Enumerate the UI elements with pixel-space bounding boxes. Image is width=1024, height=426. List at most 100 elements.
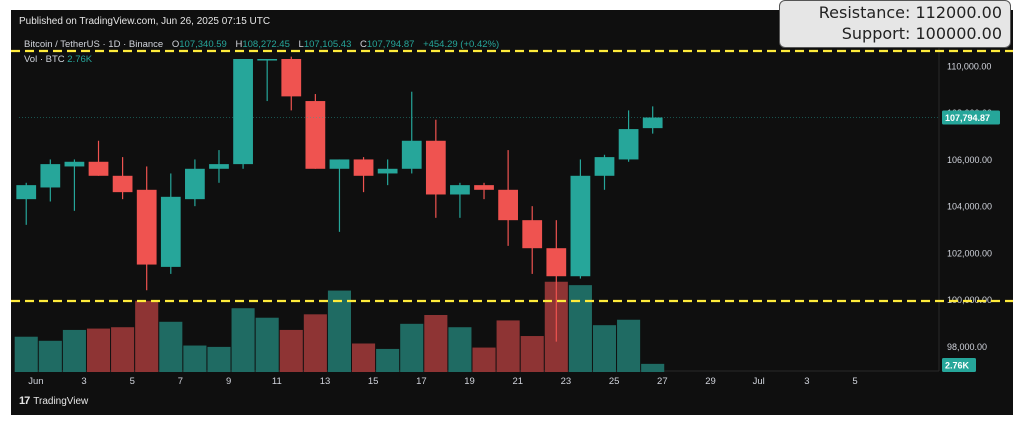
last-volume-tag — [942, 358, 976, 372]
candle-body — [450, 185, 470, 195]
volume-bar — [14, 336, 38, 372]
candle-body — [642, 117, 663, 129]
close-value: 107,794.87 — [366, 39, 415, 50]
candle-body — [353, 159, 374, 176]
price-tick-label: 102,000.00 — [947, 248, 992, 258]
chart-frame: Published on TradingView.com, Jun 26, 20… — [11, 10, 1013, 415]
tradingview-brand: TradingView — [33, 395, 89, 407]
date-tick-label: Jul — [753, 376, 765, 387]
price-tick-label: 110,000.00 — [947, 62, 991, 72]
date-tick-label: 17 — [416, 376, 427, 387]
price-tick-label: 104,000.00 — [947, 202, 992, 212]
tradingview-logo[interactable]: 17 TradingView — [19, 395, 88, 407]
date-tick-label: 25 — [609, 376, 620, 387]
published-note: Published on TradingView.com, Jun 26, 20… — [19, 16, 271, 27]
candle-body — [209, 164, 229, 169]
resistance-text: Resistance: 112000.00 — [818, 3, 1002, 22]
volume-bar — [111, 327, 135, 372]
volume-bar — [592, 325, 617, 372]
date-tick-label: 7 — [178, 376, 183, 387]
candle-body — [474, 185, 494, 190]
date-tick-label: 15 — [368, 376, 379, 387]
volume-bar — [568, 285, 592, 372]
candle-body — [618, 129, 639, 160]
candle-body — [16, 185, 37, 200]
volume-legend: Vol · BTC 2.76K — [24, 54, 92, 65]
volume-bar — [38, 340, 62, 372]
candle-body — [329, 159, 350, 169]
volume-bar — [520, 336, 544, 372]
levels-box: Resistance: 112000.00 Support: 100000.00 — [779, 0, 1011, 48]
last-price-label: 107,794.87 — [945, 113, 990, 123]
volume-label: Vol · BTC — [24, 54, 65, 65]
high-label: H — [235, 39, 243, 50]
date-tick-label: 3 — [804, 376, 809, 387]
volume-bar — [376, 348, 400, 372]
volume-bar — [86, 328, 111, 372]
date-tick-label: 5 — [852, 376, 857, 387]
volume-bar — [641, 363, 665, 372]
date-tick-label: 27 — [657, 376, 668, 387]
date-tick-label: 11 — [272, 376, 282, 387]
volume-bar — [352, 343, 376, 372]
open-label: O — [171, 39, 180, 50]
price-tick-label: 106,000.00 — [947, 155, 992, 165]
candle-body — [570, 175, 591, 277]
candle-body — [305, 101, 326, 169]
low-value: 107,105.43 — [303, 39, 352, 50]
candle-body — [233, 59, 253, 165]
candle-body — [88, 161, 109, 176]
candle-body — [40, 164, 61, 188]
low-label: L — [298, 39, 304, 50]
change-value: +454.29 (+0.42%) — [423, 39, 500, 50]
volume-bar — [327, 290, 352, 372]
candle-body — [136, 189, 157, 265]
candle-body — [401, 140, 422, 169]
candle-body — [425, 140, 446, 195]
volume-bar — [231, 308, 255, 372]
date-tick-label: 19 — [464, 376, 475, 387]
volume-bar — [135, 300, 159, 372]
candle-body — [112, 175, 133, 193]
candle-body — [522, 220, 543, 249]
volume-bar — [62, 329, 86, 372]
open-value: 107,340.59 — [179, 39, 227, 50]
volume-bar — [400, 323, 424, 372]
date-tick-label: 23 — [561, 376, 572, 387]
candle-body — [160, 196, 181, 267]
volume-bar — [279, 329, 303, 372]
candle-body — [498, 189, 518, 221]
symbol-label[interactable]: Bitcoin / TetherUS · 1D · Binance — [24, 39, 164, 50]
last-price-tag — [942, 110, 1000, 125]
support-text: Support: 100000.00 — [841, 24, 1002, 43]
close-label: C — [360, 39, 367, 50]
volume-bar — [448, 327, 472, 372]
date-tick-label: Jun — [28, 376, 43, 387]
candle-body — [377, 168, 398, 174]
volume-bar — [183, 345, 207, 372]
candle-body — [546, 248, 567, 277]
date-tick-label: 13 — [320, 376, 331, 387]
candle-body — [257, 59, 278, 61]
tradingview-mark-icon: 17 — [19, 395, 30, 407]
last-volume-label: 2.76K — [945, 361, 970, 371]
date-tick-label: 21 — [512, 376, 523, 387]
candle-body — [281, 59, 302, 97]
volume-bar — [424, 315, 448, 372]
volume-bar — [303, 314, 327, 372]
volume-bar — [159, 321, 183, 372]
volume-bar — [617, 319, 641, 372]
date-tick-label: 3 — [81, 376, 86, 387]
date-tick-label: 9 — [226, 376, 231, 387]
date-tick-label: 5 — [130, 376, 135, 387]
candle-body — [64, 161, 85, 167]
candlestick-chart[interactable]: 98,000.00100,000.00102,000.00104,000.001… — [11, 10, 1013, 415]
date-tick-label: 29 — [705, 376, 716, 387]
price-tick-label: 98,000.00 — [947, 342, 987, 352]
volume-bar — [255, 317, 279, 372]
volume-bar — [472, 347, 496, 372]
volume-bar — [207, 346, 231, 372]
ohlc-legend: Bitcoin / TetherUS · 1D · Binance O107,3… — [24, 39, 499, 50]
high-value: 108,272.45 — [242, 39, 290, 50]
candle-body — [185, 168, 205, 200]
